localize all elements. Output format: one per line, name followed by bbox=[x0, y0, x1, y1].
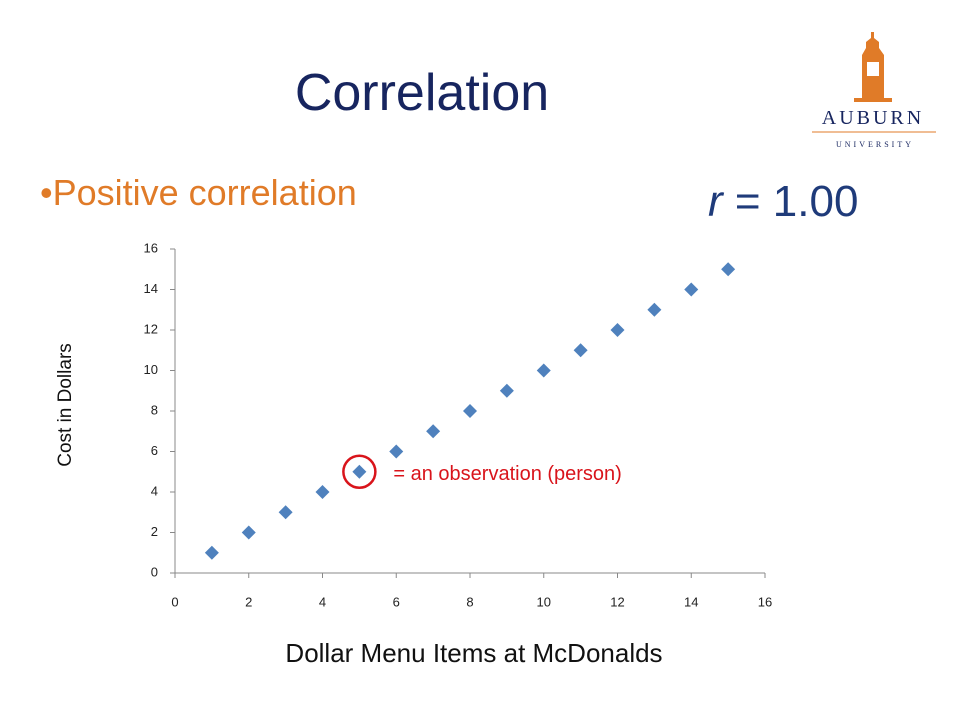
y-tick-label: 16 bbox=[144, 240, 158, 255]
point bbox=[241, 525, 256, 540]
point bbox=[536, 363, 551, 378]
y-tick-label: 4 bbox=[151, 483, 158, 498]
logo: AUBURN UNIVERSITY bbox=[812, 32, 936, 149]
bullet: •Positive correlation bbox=[40, 172, 357, 213]
annotation-text: = an observation (person) bbox=[393, 463, 621, 485]
logo-window bbox=[867, 62, 879, 76]
point bbox=[463, 404, 477, 418]
r-value: = 1.00 bbox=[735, 177, 859, 226]
x-axis-label: Dollar Menu Items at McDonalds bbox=[285, 638, 662, 668]
annotation-circle bbox=[342, 454, 377, 489]
logo-sub: UNIVERSITY bbox=[836, 140, 914, 149]
point bbox=[278, 505, 293, 520]
y-tick-label: 2 bbox=[151, 524, 158, 539]
x-tick-label: 16 bbox=[758, 594, 772, 609]
point bbox=[499, 383, 514, 398]
y-tick-label: 10 bbox=[144, 362, 158, 377]
point bbox=[647, 302, 662, 317]
x-tick-label: 10 bbox=[537, 594, 551, 609]
point bbox=[389, 444, 404, 459]
point bbox=[426, 424, 441, 439]
x-tick-label: 0 bbox=[171, 594, 178, 609]
x-tick-label: 4 bbox=[319, 594, 326, 609]
point bbox=[573, 343, 588, 358]
y-tick-label: 0 bbox=[151, 564, 158, 579]
point bbox=[352, 464, 367, 479]
y-tick-label: 14 bbox=[144, 281, 158, 296]
y-tick-label: 12 bbox=[144, 321, 158, 336]
point bbox=[684, 282, 699, 297]
y-tick-label: 6 bbox=[151, 443, 158, 458]
bullet-text: Positive correlation bbox=[53, 172, 357, 213]
x-tick-label: 6 bbox=[393, 594, 400, 609]
point bbox=[204, 545, 219, 560]
point bbox=[721, 262, 736, 277]
point bbox=[315, 485, 330, 499]
x-tick-label: 2 bbox=[245, 594, 252, 609]
r-statistic: r = 1.00 bbox=[708, 177, 858, 226]
x-tick-label: 8 bbox=[466, 594, 473, 609]
x-tick-label: 12 bbox=[610, 594, 624, 609]
slide-title: Correlation bbox=[295, 64, 549, 122]
y-axis-label: Cost in Dollars bbox=[55, 343, 76, 467]
point bbox=[610, 323, 625, 337]
logo-name: AUBURN bbox=[822, 107, 924, 129]
y-tick-label: 8 bbox=[151, 402, 158, 417]
r-symbol: r bbox=[708, 177, 725, 226]
x-tick-label: 14 bbox=[684, 594, 698, 609]
